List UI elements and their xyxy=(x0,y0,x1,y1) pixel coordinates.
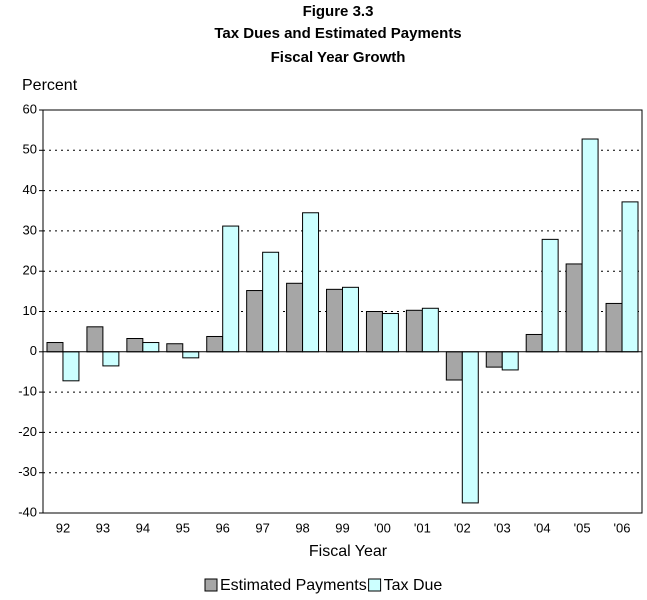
bar xyxy=(206,335,224,353)
bar xyxy=(222,225,240,353)
bar xyxy=(421,307,439,353)
x-tick-label: '05 xyxy=(574,520,591,535)
x-tick-label: 96 xyxy=(215,520,229,535)
x-tick-label: 93 xyxy=(96,520,110,535)
bar xyxy=(126,338,144,353)
x-tick-label: 95 xyxy=(176,520,190,535)
x-tick-label: '04 xyxy=(534,520,551,535)
x-tick-label: '01 xyxy=(414,520,431,535)
y-tick-label: -10 xyxy=(18,384,37,399)
y-tick-label: -30 xyxy=(18,464,37,479)
bar xyxy=(102,351,120,367)
bar xyxy=(142,342,160,353)
x-axis-label: Fiscal Year xyxy=(309,543,388,560)
chart-subtitle: Fiscal Year Growth xyxy=(271,49,406,66)
x-tick-label: 97 xyxy=(255,520,269,535)
x-tick-label: 99 xyxy=(335,520,349,535)
bar xyxy=(46,342,64,353)
bar xyxy=(541,238,559,353)
bar xyxy=(461,351,479,504)
bar xyxy=(445,351,463,381)
y-tick-label: 40 xyxy=(23,182,37,197)
y-tick-label: 20 xyxy=(23,263,37,278)
legend-swatch xyxy=(368,578,382,592)
bar xyxy=(581,138,599,353)
x-tick-label: 98 xyxy=(295,520,309,535)
chart-title: Figure 3.3 xyxy=(303,3,374,20)
bar xyxy=(246,290,264,353)
bar xyxy=(405,309,423,353)
legend-label: Estimated Payments xyxy=(220,577,367,594)
bar xyxy=(326,288,344,353)
x-tick-label: '02 xyxy=(454,520,471,535)
bar xyxy=(302,212,320,353)
legend-swatch xyxy=(204,578,218,592)
y-tick-label: 0 xyxy=(30,343,37,358)
y-tick-label: -40 xyxy=(18,504,37,519)
x-tick-label: 92 xyxy=(56,520,70,535)
bar xyxy=(262,251,280,353)
x-tick-label: 94 xyxy=(136,520,150,535)
bar xyxy=(565,263,583,353)
bar xyxy=(365,311,383,353)
bar xyxy=(605,302,623,353)
bar xyxy=(501,351,519,371)
bar xyxy=(182,351,200,359)
x-tick-label: '03 xyxy=(494,520,511,535)
bar xyxy=(485,351,503,368)
bar xyxy=(166,343,184,353)
bar xyxy=(381,313,399,353)
x-tick-label: '06 xyxy=(614,520,631,535)
x-tick-label: '00 xyxy=(374,520,391,535)
bar xyxy=(86,326,104,353)
y-tick-label: 30 xyxy=(23,222,37,237)
bar xyxy=(286,282,304,353)
bar xyxy=(621,201,639,353)
chart-subtitle: Tax Dues and Estimated Payments xyxy=(214,25,461,42)
y-tick-label: 60 xyxy=(23,101,37,116)
y-tick-label: -20 xyxy=(18,424,37,439)
y-axis-label: Percent xyxy=(22,77,78,94)
bar xyxy=(525,333,543,353)
bar xyxy=(62,351,80,382)
y-tick-label: 50 xyxy=(23,142,37,157)
legend-label: Tax Due xyxy=(384,577,443,594)
y-tick-label: 10 xyxy=(23,303,37,318)
bar xyxy=(342,286,359,353)
